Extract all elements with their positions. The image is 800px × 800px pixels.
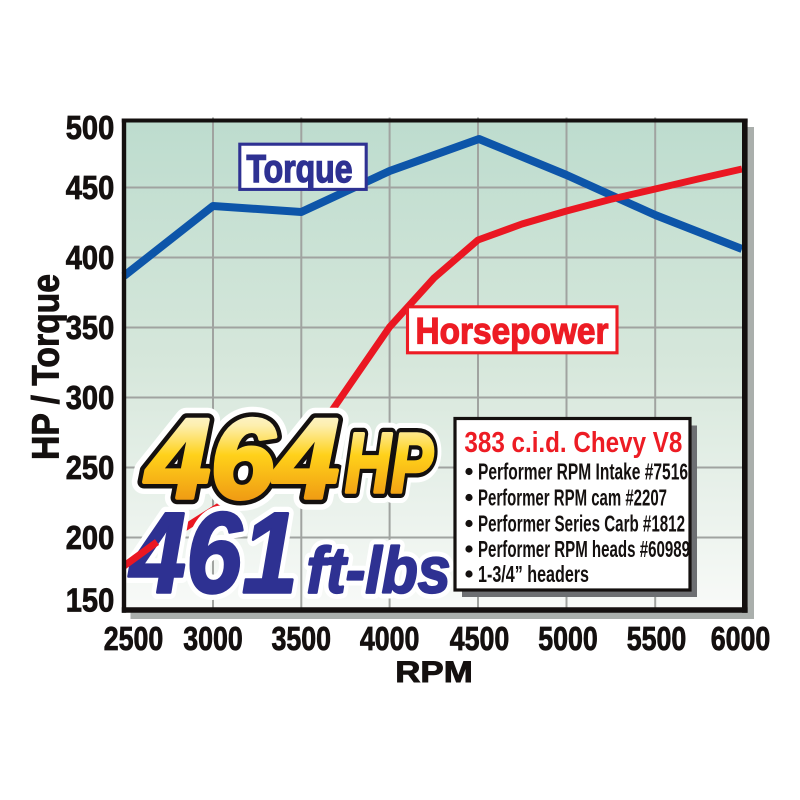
svg-text:HP / Torque: HP / Torque bbox=[26, 274, 68, 460]
svg-text:150: 150 bbox=[66, 582, 115, 619]
svg-text:Torque: Torque bbox=[247, 148, 353, 191]
svg-text:6000: 6000 bbox=[711, 620, 771, 657]
svg-text:461: 461 bbox=[128, 490, 298, 618]
svg-text:500: 500 bbox=[66, 109, 115, 146]
svg-text:383 c.i.d. Chevy V8: 383 c.i.d. Chevy V8 bbox=[464, 427, 682, 459]
svg-text:Performer RPM heads #60989: Performer RPM heads #60989 bbox=[478, 536, 690, 562]
svg-text:350: 350 bbox=[66, 309, 115, 346]
svg-text:464: 464 bbox=[144, 396, 339, 522]
svg-text:ft-lbs: ft-lbs bbox=[307, 534, 451, 607]
svg-text:250: 250 bbox=[66, 449, 115, 486]
svg-text:2500: 2500 bbox=[104, 620, 164, 657]
svg-text:3000: 3000 bbox=[183, 620, 243, 657]
svg-text:300: 300 bbox=[66, 379, 115, 416]
svg-text:4500: 4500 bbox=[450, 620, 510, 657]
svg-text:ft-lbs: ft-lbs bbox=[307, 534, 451, 607]
svg-text:HP: HP bbox=[345, 416, 434, 510]
svg-text:5500: 5500 bbox=[627, 620, 687, 657]
svg-text:5000: 5000 bbox=[538, 620, 598, 657]
svg-text:464: 464 bbox=[144, 396, 339, 522]
svg-text:461: 461 bbox=[128, 490, 298, 618]
svg-text:1-3/4” headers: 1-3/4” headers bbox=[478, 561, 589, 587]
svg-text:3500: 3500 bbox=[272, 620, 332, 657]
svg-text:400: 400 bbox=[66, 239, 115, 276]
svg-text:4000: 4000 bbox=[360, 620, 420, 657]
svg-text:HP: HP bbox=[345, 416, 434, 510]
svg-text:464: 464 bbox=[144, 396, 339, 522]
svg-text:Performer Series Carb #1812: Performer Series Carb #1812 bbox=[478, 511, 685, 537]
svg-text:Performer RPM cam #2207: Performer RPM cam #2207 bbox=[478, 485, 667, 511]
svg-text:Horsepower: Horsepower bbox=[416, 311, 609, 352]
svg-text:450: 450 bbox=[66, 169, 115, 206]
svg-text:HP: HP bbox=[345, 416, 434, 510]
svg-text:200: 200 bbox=[66, 519, 115, 556]
svg-text:RPM: RPM bbox=[395, 656, 473, 689]
svg-text:Performer RPM Intake #7516: Performer RPM Intake #7516 bbox=[478, 459, 688, 485]
